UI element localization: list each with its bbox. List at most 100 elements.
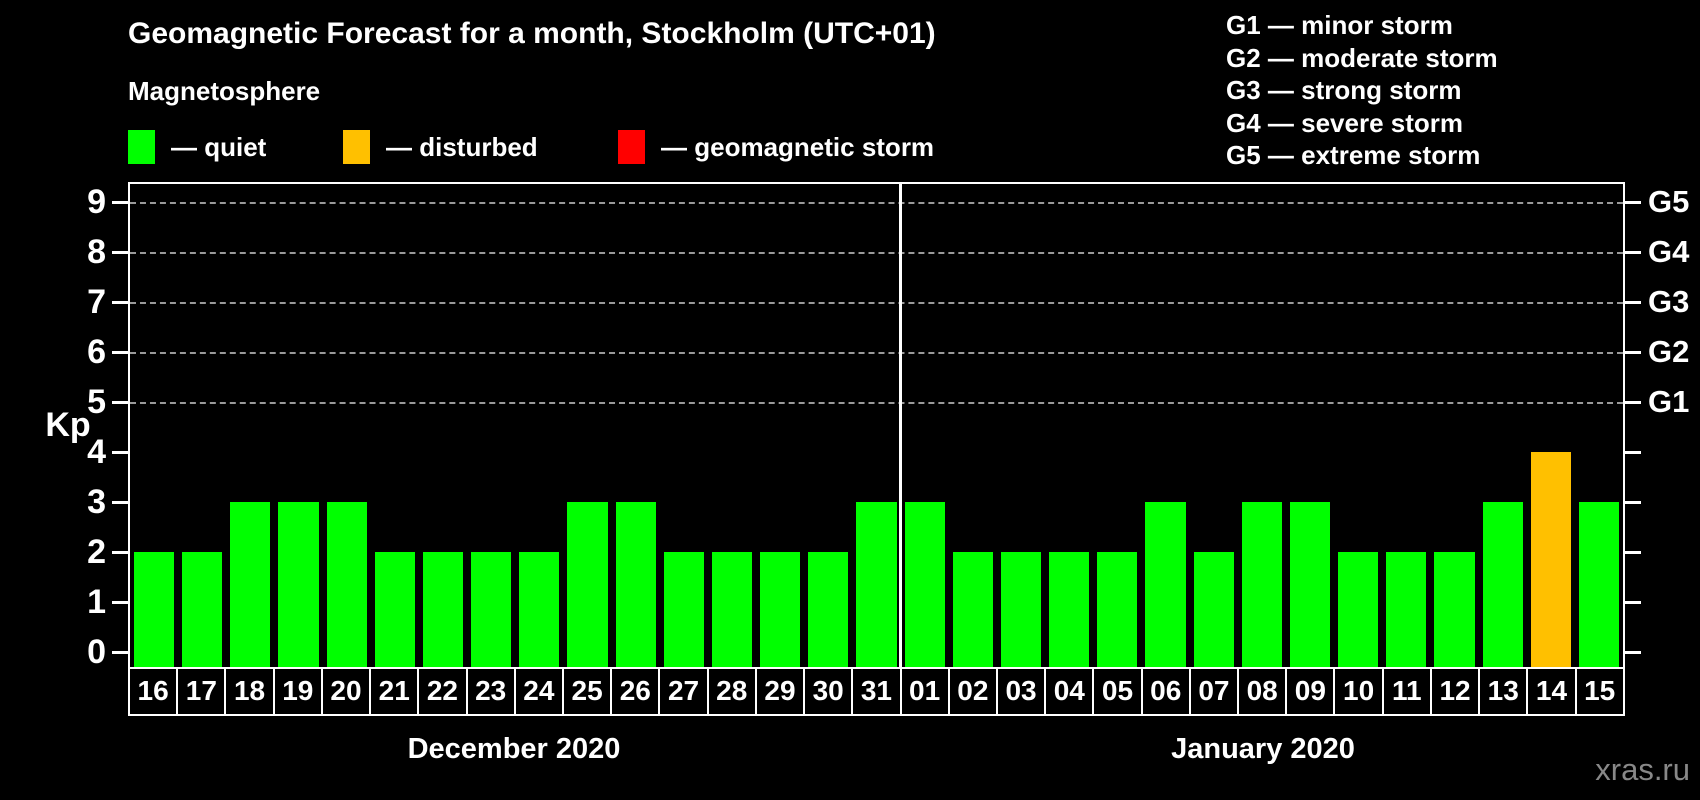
legend-item-disturbed: — disturbed	[343, 128, 538, 166]
g-legend-line: G3 — strong storm	[1226, 75, 1462, 105]
day-cell-20: 20	[323, 669, 372, 714]
right-tick-mark	[1625, 251, 1641, 254]
day-cell-18: 18	[226, 669, 275, 714]
kp-bar-day-21	[374, 552, 415, 667]
day-cell-23: 23	[468, 669, 516, 714]
kp-bar-day-13	[1482, 502, 1523, 667]
day-cell-08: 08	[1239, 669, 1288, 714]
left-tick-mark	[112, 451, 128, 454]
y-tick-label: 1	[87, 583, 106, 621]
kp-bar-day-04	[1049, 552, 1090, 667]
storm-color-swatch	[618, 130, 645, 164]
legend-label: — geomagnetic storm	[661, 131, 935, 162]
y-tick-label: 7	[87, 283, 106, 321]
y-tick-label: 2	[87, 533, 106, 571]
g-axis-label: G2	[1648, 334, 1690, 369]
gridline-kp6	[130, 352, 1623, 354]
g-scale-legend: G1 — minor storm G2 — moderate storm G3 …	[1226, 9, 1498, 172]
day-cell-11: 11	[1384, 669, 1432, 714]
g-axis-label: G5	[1648, 184, 1690, 219]
kp-bar-day-20	[326, 502, 367, 667]
kp-bar-day-19	[278, 502, 319, 667]
left-tick-mark	[112, 551, 128, 554]
day-cell-31: 31	[853, 669, 902, 714]
kp-bar-day-25	[567, 502, 608, 667]
month-label-december: December 2020	[407, 733, 621, 765]
right-tick-mark	[1625, 201, 1641, 204]
quiet-color-swatch	[128, 130, 155, 164]
g-axis-label: G4	[1648, 234, 1690, 269]
kp-bar-day-16	[134, 552, 175, 667]
plot-area	[128, 182, 1625, 669]
left-tick-mark	[112, 301, 128, 304]
right-tick-mark	[1625, 551, 1641, 554]
legend-label: — disturbed	[386, 131, 538, 162]
day-cell-29: 29	[757, 669, 806, 714]
day-cell-26: 26	[612, 669, 661, 714]
day-cell-02: 02	[950, 669, 998, 714]
gridline-kp8	[130, 252, 1623, 254]
day-cell-05: 05	[1094, 669, 1143, 714]
day-axis-row: 16 17 18 19 20 21 22 23 24 25 26 27 28 29 30 31 01 02 03 04…	[128, 667, 1625, 716]
left-tick-mark	[112, 201, 128, 204]
day-cell-12: 12	[1432, 669, 1481, 714]
day-cell-19: 19	[275, 669, 323, 714]
y-tick-label: 0	[87, 633, 106, 671]
y-axis-title: Kp	[45, 406, 91, 444]
right-tick-mark	[1625, 651, 1641, 654]
day-cell-30: 30	[805, 669, 854, 714]
kp-bar-day-26	[615, 502, 656, 667]
day-cell-03: 03	[998, 669, 1047, 714]
left-tick-mark	[112, 501, 128, 504]
legend-label: — quiet	[171, 131, 267, 162]
gridline-kp5	[130, 402, 1623, 404]
kp-bar-day-09	[1289, 502, 1331, 667]
kp-bar-day-11	[1386, 552, 1427, 667]
day-cell-07: 07	[1191, 669, 1240, 714]
kp-bar-day-18	[230, 502, 271, 667]
day-cell-22: 22	[419, 669, 468, 714]
day-cell-09: 09	[1287, 669, 1336, 714]
day-cell-17: 17	[178, 669, 227, 714]
kp-bar-day-15	[1578, 502, 1619, 667]
kp-bar-day-14	[1530, 452, 1571, 667]
y-tick-label: 4	[87, 433, 106, 471]
magnetosphere-label: Magnetosphere	[128, 76, 321, 106]
kp-bar-day-03	[1000, 552, 1042, 667]
day-cell-13: 13	[1480, 669, 1529, 714]
left-tick-mark	[112, 401, 128, 404]
y-tick-label: 8	[87, 233, 106, 271]
g-legend-line: G4 — severe storm	[1226, 107, 1464, 138]
kp-bar-day-27	[663, 552, 704, 667]
day-cell-27: 27	[660, 669, 709, 714]
right-tick-mark	[1625, 401, 1641, 404]
day-cell-04: 04	[1046, 669, 1095, 714]
kp-bar-day-01	[904, 502, 945, 667]
kp-bar-day-23	[471, 552, 512, 667]
gridline-kp7	[130, 302, 1623, 304]
g-legend-line: G1 — minor storm	[1226, 10, 1453, 40]
month-label-january: January 2020	[1171, 733, 1355, 765]
kp-bar-day-28	[711, 552, 753, 667]
kp-bar-day-22	[422, 552, 464, 667]
y-tick-label: 5	[87, 383, 106, 421]
left-tick-mark	[112, 251, 128, 254]
day-cell-01: 01	[902, 669, 950, 714]
kp-bar-day-10	[1338, 552, 1379, 667]
day-cell-24: 24	[516, 669, 564, 714]
legend-item-storm: — geomagnetic storm	[618, 128, 934, 166]
disturbed-color-swatch	[343, 130, 370, 164]
day-cell-25: 25	[564, 669, 613, 714]
kp-bar-day-07	[1193, 552, 1234, 667]
g-axis-label: G1	[1648, 384, 1690, 419]
day-cell-28: 28	[709, 669, 757, 714]
day-cell-10: 10	[1335, 669, 1384, 714]
kp-bar-day-05	[1097, 552, 1138, 667]
kp-bar-day-17	[182, 552, 223, 667]
left-tick-mark	[112, 651, 128, 654]
y-tick-label: 9	[87, 183, 106, 221]
kp-bar-day-08	[1241, 502, 1282, 667]
month-separator-line	[899, 184, 903, 667]
right-tick-mark	[1625, 501, 1641, 504]
